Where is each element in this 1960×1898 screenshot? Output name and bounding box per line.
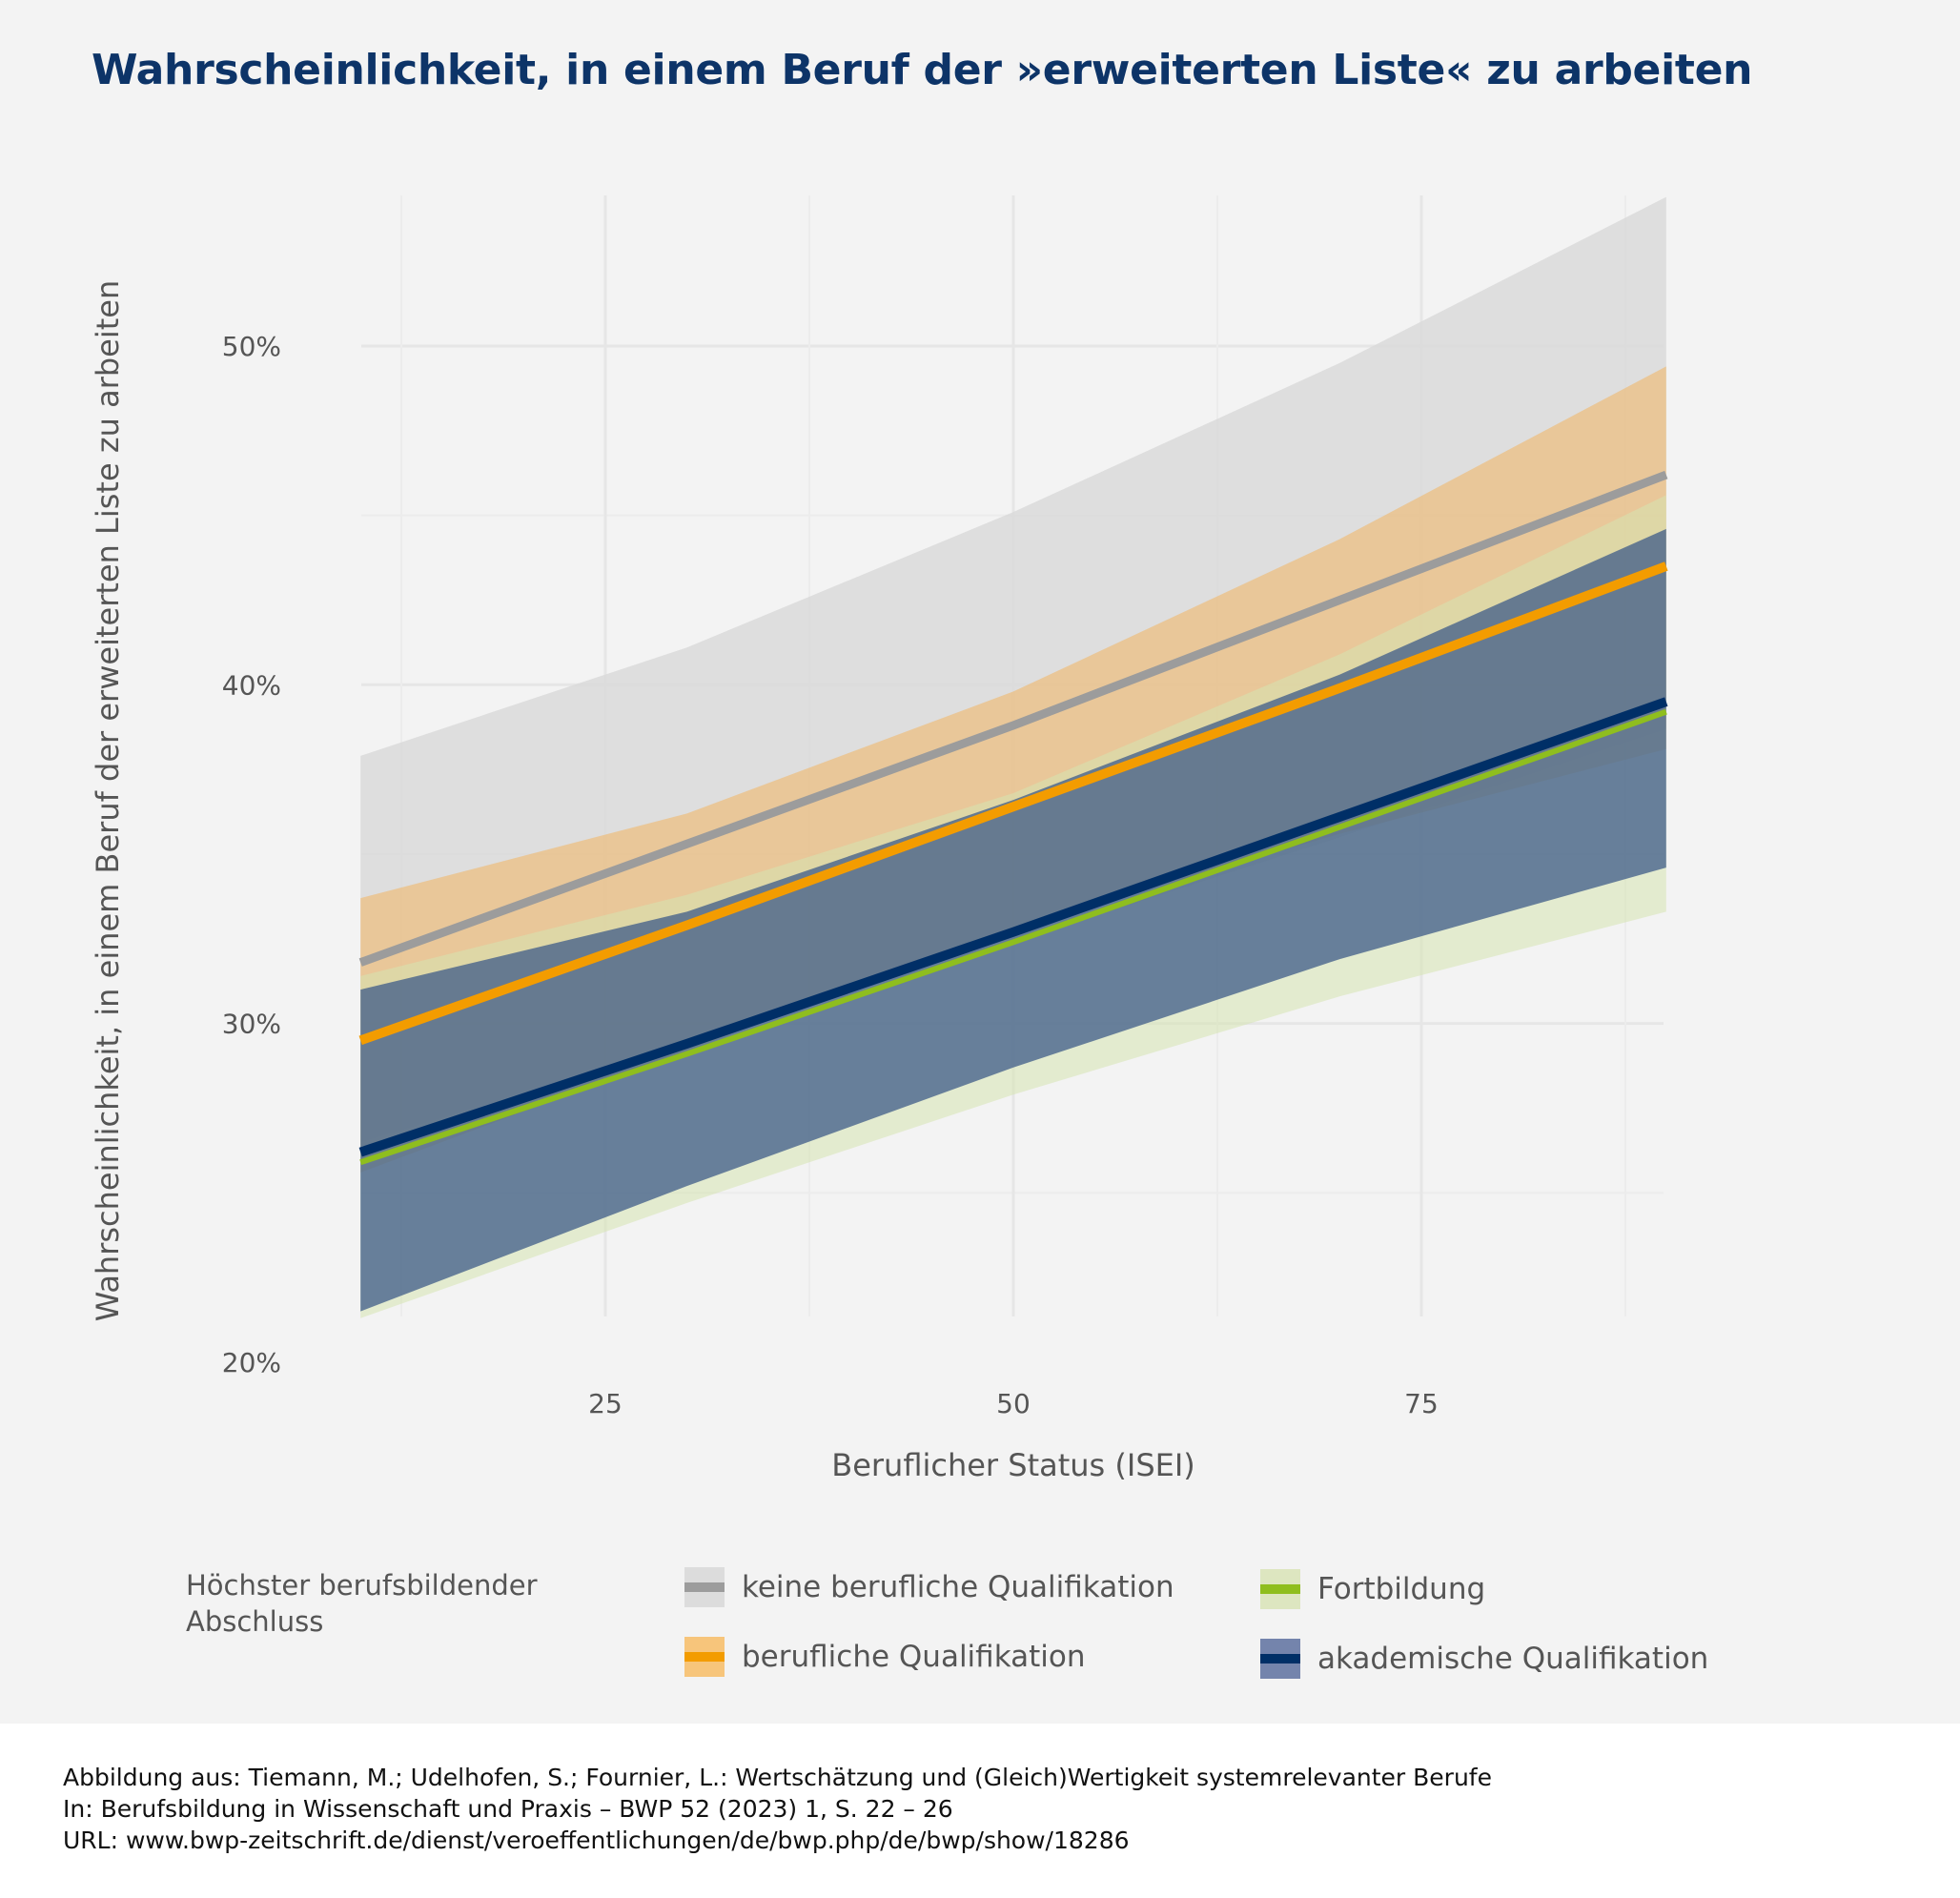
y-axis-title: Wahrscheinlichkeit, in einem Beruf der e… xyxy=(90,280,126,1322)
confidence-bands xyxy=(360,196,1666,1318)
x-tick-label: 75 xyxy=(1404,1388,1439,1419)
legend-line xyxy=(684,1652,725,1662)
legend-swatch-icon xyxy=(1260,1639,1300,1679)
chart-title: Wahrscheinlichkeit, in einem Beruf der »… xyxy=(92,46,1753,94)
legend-label: keine berufliche Qualifikation xyxy=(742,1570,1174,1604)
legend-swatch-icon xyxy=(684,1637,725,1677)
legend-label: Fortbildung xyxy=(1317,1572,1486,1606)
series-line-0 xyxy=(358,470,1668,967)
legend-item-fortbildung: Fortbildung xyxy=(1260,1569,1485,1609)
y-tick-label: 20% xyxy=(222,1347,281,1378)
series-line-2 xyxy=(359,708,1667,1166)
legend-item-keine: keine berufliche Qualifikation xyxy=(684,1567,1174,1607)
x-axis-title: Beruflicher Status (ISEI) xyxy=(831,1447,1195,1483)
x-tick-label: 50 xyxy=(996,1388,1031,1419)
band-3 xyxy=(360,528,1666,1312)
legend-swatch-icon xyxy=(1260,1569,1300,1609)
legend-label: berufliche Qualifikation xyxy=(742,1640,1086,1674)
legend-label: akademische Qualifikation xyxy=(1317,1642,1709,1676)
footer-citation: Abbildung aus: Tiemann, M.; Udelhofen, S… xyxy=(63,1764,1492,1791)
footer-url: URL: www.bwp-zeitschrift.de/dienst/veroe… xyxy=(63,1827,1130,1854)
series-line-1 xyxy=(358,561,1668,1046)
legend-title: Höchster berufsbildender Abschluss xyxy=(186,1569,538,1638)
series-lines xyxy=(358,470,1668,1166)
legend-item-akademisch: akademische Qualifikation xyxy=(1260,1639,1708,1679)
y-tick-label: 50% xyxy=(222,331,281,362)
source-footer: Abbildung aus: Tiemann, M.; Udelhofen, S… xyxy=(63,1762,1492,1856)
legend-line xyxy=(1260,1654,1300,1663)
y-axis-ticks: 20% 30% 40% 50% xyxy=(222,331,281,1378)
series-line-3 xyxy=(358,697,1668,1157)
chart-svg: 20% 30% 40% 50% 25 50 75 Beruflicher Status (… xyxy=(90,195,1668,1483)
legend-swatch-icon xyxy=(684,1567,725,1607)
x-axis-ticks: 25 50 75 xyxy=(588,1388,1439,1419)
x-tick-label: 25 xyxy=(588,1388,623,1419)
legend-line xyxy=(684,1582,725,1592)
footer-journal: In: Berufsbildung in Wissenschaft und Pr… xyxy=(63,1795,953,1823)
y-tick-label: 30% xyxy=(222,1009,281,1040)
y-tick-label: 40% xyxy=(222,669,281,701)
legend-item-beruflich: berufliche Qualifikation xyxy=(684,1637,1085,1677)
legend-line xyxy=(1260,1584,1300,1594)
